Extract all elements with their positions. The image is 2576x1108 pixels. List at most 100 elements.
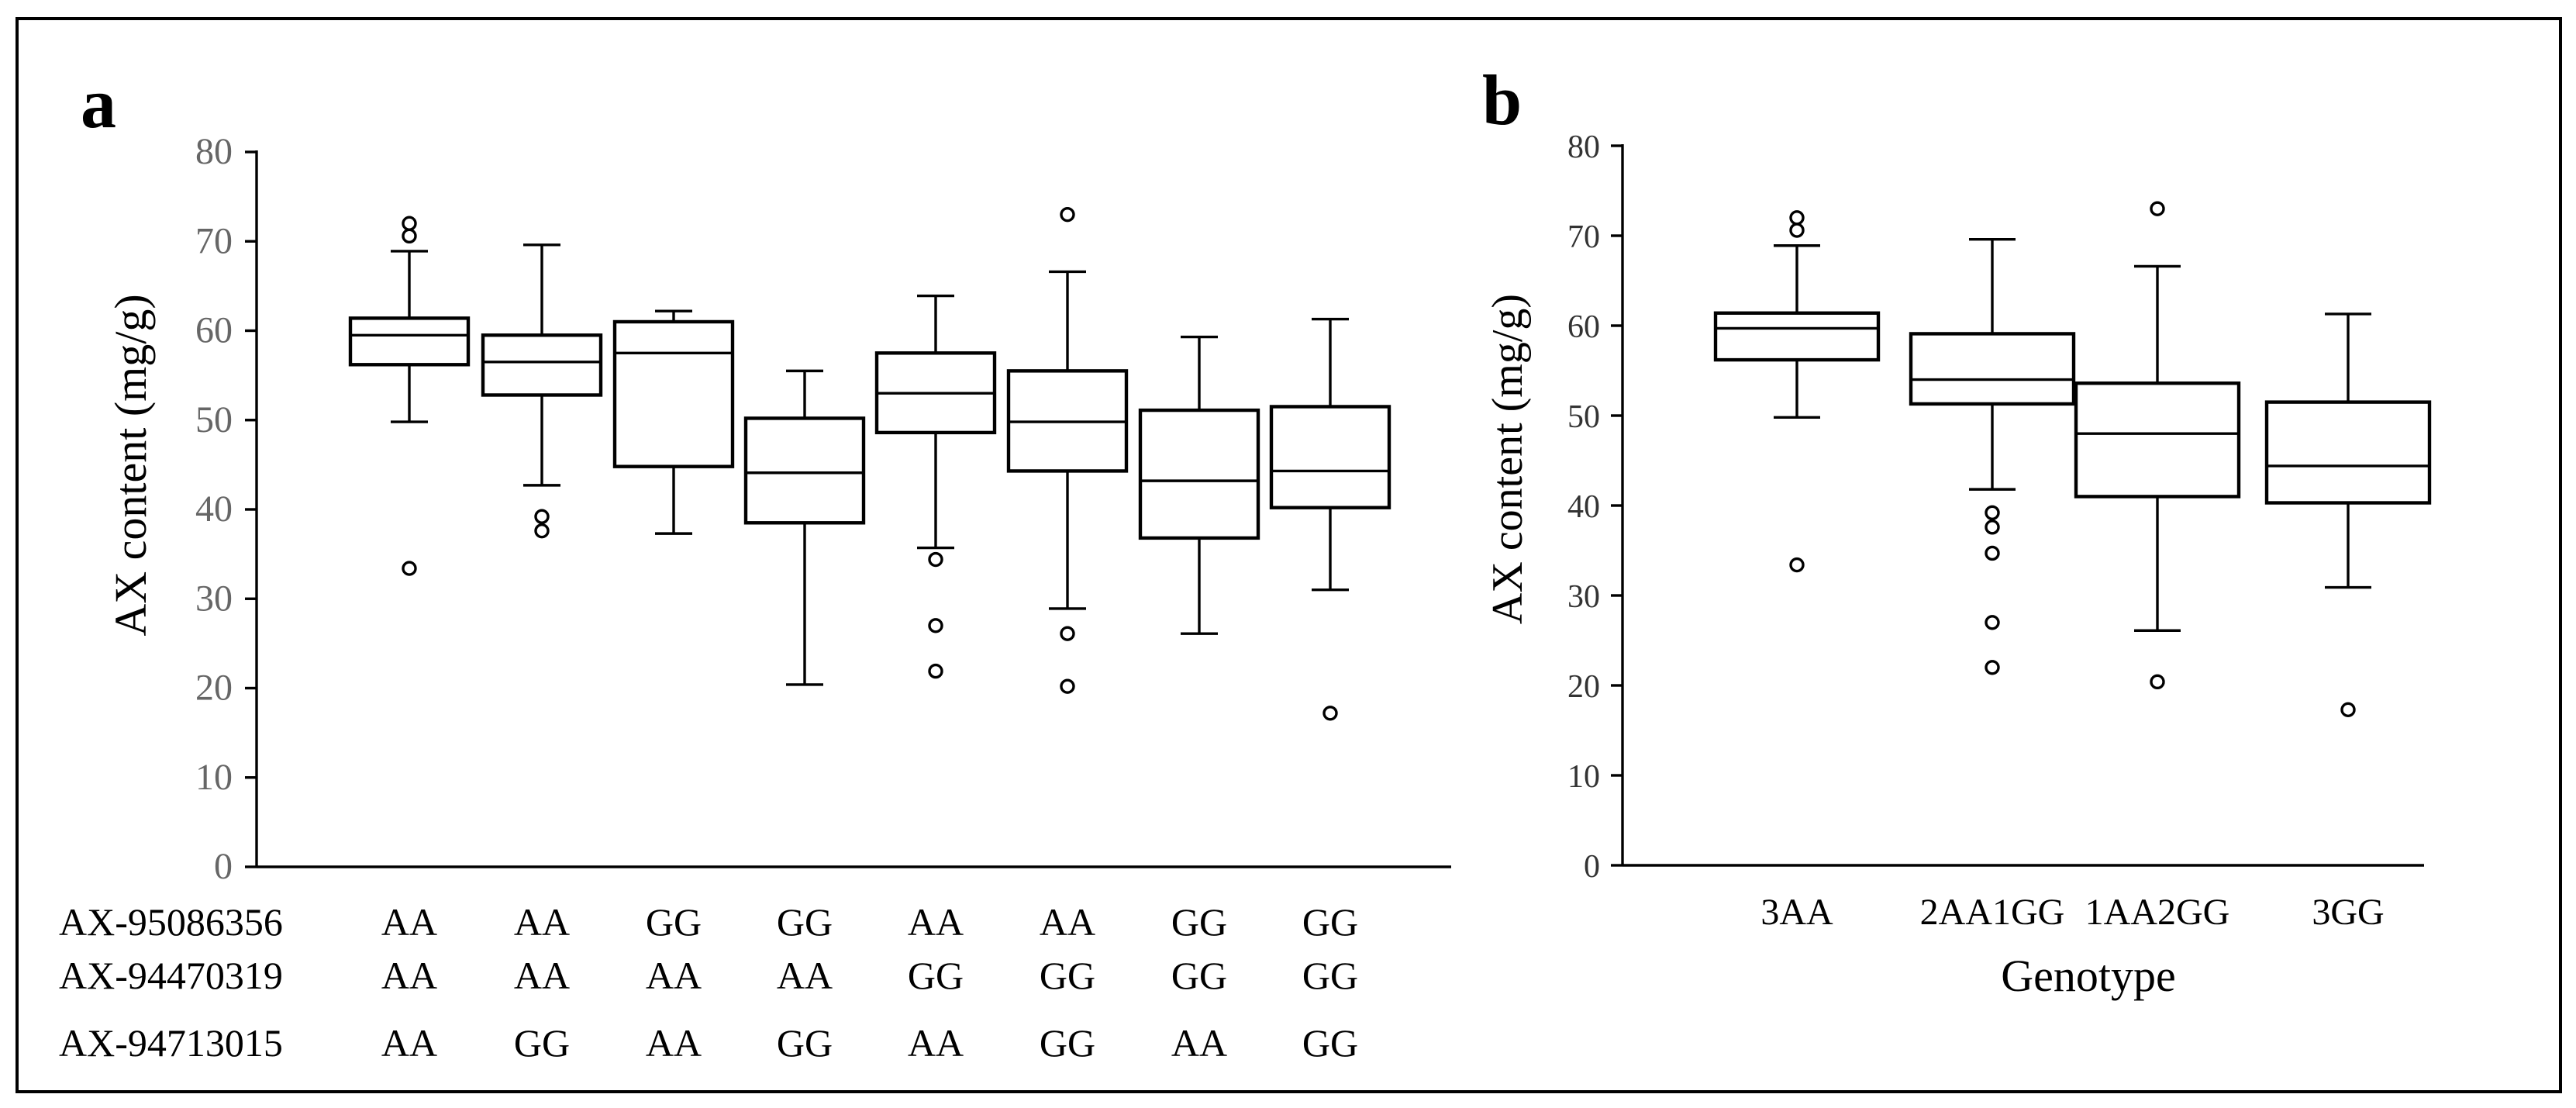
outlier-point	[1060, 206, 1075, 223]
iqr-box	[1269, 405, 1391, 509]
b-y-tick-label: 50	[1567, 399, 1600, 435]
a-y-tick-label: 10	[195, 757, 233, 798]
marker-row: AX-95086356 AA AA GG GG AA AA GG GG	[59, 900, 1358, 944]
outlier-point	[1985, 615, 2000, 630]
panel-a-y-axis-label: AX content (mg/g)	[105, 294, 156, 636]
outlier-point	[2340, 702, 2356, 718]
panel-b-category-labels: 3AA 2AA1GG 1AA2GG 3GG	[1760, 892, 2384, 933]
genotype-cell: AA	[381, 1021, 437, 1065]
outlier-point	[2150, 201, 2165, 216]
panel-a-boxes	[348, 206, 1391, 721]
outlier-point	[1789, 223, 1805, 238]
outlier-point	[1322, 706, 1338, 721]
genotype-cell: GG	[514, 1021, 570, 1065]
a-y-tick-label: 40	[195, 488, 233, 530]
b-y-tick-label: 40	[1567, 489, 1600, 525]
a-y-tick-label: 70	[195, 220, 233, 261]
genotype-cell: AA	[1040, 900, 1095, 944]
genotype-cell: GG	[1171, 900, 1227, 944]
a-box-2	[481, 243, 603, 539]
genotype-cell: GG	[646, 900, 702, 944]
panel-a-axes: 0 10 20 30 40 50 60 70 80	[195, 131, 1451, 887]
genotype-cell: GG	[777, 900, 833, 944]
genotype-cell: GG	[777, 1021, 833, 1065]
outlier-point	[1985, 545, 2000, 561]
genotype-cell: AA	[646, 1021, 702, 1065]
a-y-tick-label: 30	[195, 578, 233, 619]
b-y-tick-label: 0	[1584, 849, 1600, 885]
genotype-cell: AA	[777, 954, 833, 997]
panel-b-letter: b	[1482, 60, 1522, 140]
panel-b-x-axis-label: Genotype	[2001, 951, 2176, 1001]
genotype-cell: AA	[514, 900, 570, 944]
a-box-8	[1269, 317, 1391, 721]
genotype-cell: AA	[908, 1021, 964, 1065]
outlier-point	[1060, 678, 1075, 694]
b-box-1	[1713, 210, 1881, 573]
outlier-point	[402, 228, 417, 244]
x-category-label: 3GG	[2312, 892, 2384, 933]
marker-row: AX-94470319 AA AA AA AA GG GG GG GG	[59, 954, 1358, 997]
genotype-cell: AA	[1171, 1021, 1227, 1065]
a-box-7	[1138, 335, 1260, 635]
a-box-5	[874, 294, 997, 679]
a-y-tick-label: 20	[195, 668, 233, 709]
a-y-tick-label: 60	[195, 310, 233, 351]
marker-name: AX-95086356	[59, 900, 283, 944]
outlier-point	[1985, 505, 2000, 520]
panel-a-letter: a	[81, 64, 116, 143]
panel-a-marker-table: AX-95086356 AA AA GG GG AA AA GG GG AX-94470319 AA…	[59, 900, 1358, 1065]
x-category-label: 1AA2GG	[2085, 892, 2230, 933]
outlier-point	[928, 618, 943, 633]
genotype-cell: GG	[1040, 954, 1095, 997]
outlier-point	[1789, 210, 1805, 226]
marker-name: AX-94470319	[59, 954, 283, 997]
panel-b-boxes	[1713, 201, 2432, 718]
outlier-point	[928, 551, 943, 568]
b-y-tick-label: 20	[1567, 669, 1600, 705]
b-box-3	[2074, 201, 2241, 690]
outlier-point	[1789, 557, 1805, 573]
b-y-tick-label: 30	[1567, 579, 1600, 615]
marker-name: AX-94713015	[59, 1021, 283, 1065]
a-box-4	[743, 369, 866, 686]
iqr-box	[612, 319, 735, 468]
genotype-cell: GG	[1171, 954, 1227, 997]
genotype-cell: GG	[1302, 954, 1358, 997]
a-y-tick-label: 0	[214, 846, 233, 887]
genotype-cell: AA	[381, 954, 437, 997]
outlier-point	[1985, 519, 2000, 535]
a-box-3	[612, 309, 735, 535]
panel-b-y-axis-label: AX content (mg/g)	[1484, 294, 1532, 624]
genotype-cell: GG	[1040, 1021, 1095, 1065]
a-y-tick-label: 80	[195, 131, 233, 172]
genotype-cell: AA	[514, 954, 570, 997]
b-y-tick-label: 10	[1567, 759, 1600, 795]
panel-b-axes: 0 10 20 30 40 50 60 70 80	[1567, 129, 2424, 885]
iqr-box	[348, 316, 471, 367]
iqr-box	[481, 333, 603, 397]
b-box-2	[1909, 237, 2076, 675]
a-box-1	[348, 216, 471, 576]
iqr-box	[743, 416, 866, 525]
iqr-box	[1713, 311, 1881, 362]
outlier-point	[534, 509, 550, 524]
b-y-tick-label: 70	[1567, 219, 1600, 255]
figure-frame	[16, 17, 2562, 1093]
b-y-tick-label: 60	[1567, 309, 1600, 345]
outlier-point	[928, 663, 943, 679]
iqr-box	[1138, 408, 1260, 540]
panel-b: b 0 10 20 30 40 50 60 70 80 3AA 2AA1GG 1AA2GG 3GG A…	[1482, 60, 2432, 1001]
outlier-point	[1060, 626, 1075, 641]
genotype-cell: GG	[908, 954, 964, 997]
a-y-tick-label: 50	[195, 399, 233, 440]
marker-row: AX-94713015 AA GG AA GG AA GG AA GG	[59, 1021, 1358, 1065]
outlier-point	[2150, 674, 2165, 690]
outlier-point	[1985, 660, 2000, 675]
genotype-cell: AA	[646, 954, 702, 997]
outlier-point	[402, 561, 417, 576]
x-category-label: 2AA1GG	[1920, 892, 2065, 933]
genotype-cell: GG	[1302, 900, 1358, 944]
